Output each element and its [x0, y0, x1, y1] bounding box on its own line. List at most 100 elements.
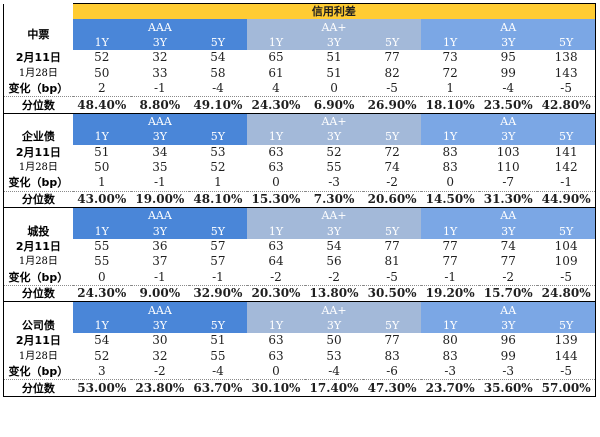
- cell-value: 80: [442, 333, 458, 348]
- row-label: 2月11日: [2, 333, 73, 349]
- cell-value: 48.40%: [77, 97, 127, 112]
- cell-value: 83: [442, 160, 458, 175]
- cell-value: -3: [421, 363, 480, 381]
- cell-value: -2: [130, 363, 189, 381]
- row-label: 1月28日: [2, 348, 73, 364]
- tenor-label: 1Y: [246, 223, 306, 239]
- cell-value: 0: [421, 175, 480, 192]
- tenor-label: 5Y: [363, 129, 422, 145]
- corner-cell: [2, 3, 73, 20]
- grade-label: [72, 19, 131, 35]
- cell-value: 64: [268, 254, 284, 269]
- row-label: 变化（bp）: [2, 80, 73, 98]
- cell-value: 32.90%: [193, 286, 243, 301]
- grade-label: [246, 301, 306, 318]
- cell-value: -3: [479, 363, 538, 381]
- row-percentile: 分位数 48.40% 8.80% 49.10% 24.30% 6.90% 26.90% 18.…: [2, 96, 597, 114]
- cell-value: 14.50%: [425, 191, 475, 206]
- grade-label: AA: [479, 19, 538, 35]
- cell-value: 63.70%: [188, 379, 247, 397]
- cell-value: 83: [442, 348, 458, 363]
- cell-value: 23.70%: [421, 379, 480, 397]
- cell-value: 143: [537, 65, 597, 81]
- cell-value: 0: [246, 363, 306, 381]
- row-label: 1月28日: [2, 254, 73, 270]
- cell-value: -5: [363, 80, 422, 98]
- cell-value: 51: [326, 65, 342, 80]
- row-label: 2月11日: [2, 50, 73, 66]
- grade-label: [246, 19, 306, 35]
- row-feb-11: 2月11日 55 36 57 63 54 77 77 74 104: [2, 238, 597, 255]
- grade-label: [421, 112, 480, 130]
- row-feb-11: 2月11日 51 34 53 63 52 72 83 103 141: [2, 144, 597, 160]
- cell-value: 53: [326, 348, 342, 363]
- cell-value: 51: [210, 333, 226, 348]
- cell-value: 56: [326, 254, 342, 269]
- section-name: 公司债: [2, 317, 73, 334]
- cell-value: 53: [210, 144, 226, 159]
- grade-label: AA: [479, 207, 538, 224]
- grade-label: [188, 19, 247, 35]
- cell-value: 13.80%: [309, 286, 359, 301]
- grade-label: [363, 207, 422, 224]
- cell-value: 74: [384, 160, 400, 175]
- tenor-label: 1Y: [72, 223, 131, 239]
- cell-value: 77: [442, 239, 458, 254]
- grade-label: [421, 207, 480, 224]
- row-label: 变化（bp）: [2, 175, 73, 192]
- grade-label: [537, 112, 597, 130]
- cell-value: 53.00%: [72, 379, 131, 397]
- grade-label: AA: [479, 112, 538, 130]
- grade-label: [188, 112, 247, 130]
- row-label: 变化（bp）: [2, 363, 73, 381]
- cell-value: 77: [384, 333, 400, 348]
- cell-value: 99: [500, 348, 516, 363]
- cell-value: 34: [152, 144, 168, 159]
- grade-label: [72, 301, 131, 318]
- section-header-grades: 中票 AAA AA+ AA: [2, 19, 597, 51]
- cell-value: 18.10%: [425, 97, 475, 112]
- tenor-label: 5Y: [188, 34, 247, 51]
- cell-value: 77: [384, 239, 400, 254]
- row-percentile: 分位数 24.30% 9.00% 32.90% 20.30% 13.80% 30.50% 19…: [2, 285, 597, 302]
- cell-value: -1: [130, 80, 189, 98]
- cell-value: 51: [94, 144, 110, 159]
- tenor-label: 3Y: [130, 129, 189, 145]
- cell-value: 8.80%: [139, 97, 181, 112]
- cell-value: 3: [72, 363, 131, 381]
- section-header-grades: AAA AA+ AA: [2, 301, 597, 318]
- cell-value: -5: [537, 269, 597, 287]
- section-header-tenors: 城投 1Y 3Y 5Y 1Y 3Y 5Y 1Y 3Y 5Y: [2, 223, 597, 239]
- grade-label: [246, 207, 306, 224]
- cell-value: -4: [305, 363, 364, 381]
- cell-value: 77: [500, 254, 516, 269]
- cell-value: 19.00%: [135, 191, 185, 206]
- cell-value: 19.20%: [425, 286, 475, 301]
- section-header-grades: AAA AA+ AA: [2, 207, 597, 224]
- cell-value: 32: [152, 50, 168, 65]
- cell-value: -1: [130, 269, 189, 287]
- cell-value: 73: [442, 50, 458, 65]
- row-jan-28: 1月28日 52 32 55 63 53 83 83 99 144: [2, 348, 597, 364]
- cell-value: 83: [384, 348, 400, 363]
- grade-label: AA+: [305, 207, 364, 224]
- row-label: 分位数: [2, 191, 73, 208]
- section-header-tenors: 1Y 3Y 5Y 1Y 3Y 5Y 1Y 3Y 5Y: [4, 34, 597, 51]
- cell-value: 33: [152, 65, 168, 80]
- grade-label: [188, 207, 247, 224]
- cell-value: 49.10%: [193, 97, 243, 112]
- cell-value: -7: [479, 175, 538, 192]
- tenor-label: 1Y: [421, 34, 480, 51]
- cell-value: 42.80%: [537, 96, 597, 114]
- cell-value: 55: [94, 254, 110, 269]
- cell-value: 24.30%: [251, 97, 301, 112]
- cell-value: 17.40%: [305, 379, 364, 397]
- cell-value: -5: [363, 269, 422, 287]
- cell-value: 43.00%: [77, 191, 127, 206]
- cell-value: 82: [384, 65, 400, 80]
- cell-value: 1: [188, 175, 247, 192]
- tenor-label: 1Y: [72, 317, 131, 334]
- corner-cell: [2, 207, 73, 224]
- tenor-label: 5Y: [363, 317, 422, 334]
- cell-value: 63: [268, 239, 284, 254]
